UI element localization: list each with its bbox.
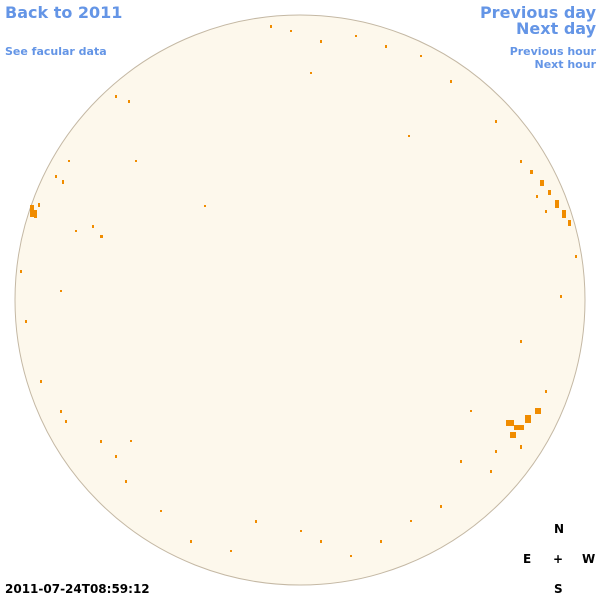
back-link[interactable]: Back to 2011	[5, 3, 123, 22]
compass-east: E	[523, 552, 532, 566]
solar-disk	[14, 14, 586, 586]
timestamp: 2011-07-24T08:59:12	[5, 582, 150, 596]
facular-specks	[20, 25, 577, 557]
next-hour-link[interactable]: Next hour	[534, 58, 597, 71]
previous-day-link[interactable]: Previous day	[479, 3, 596, 22]
compass-north: N	[554, 522, 565, 536]
compass-south: S	[554, 582, 563, 596]
compass-west: W	[582, 552, 596, 566]
compass-center: +	[553, 552, 564, 566]
facular-link[interactable]: See facular data	[5, 45, 107, 58]
previous-hour-link[interactable]: Previous hour	[509, 45, 596, 58]
next-day-link[interactable]: Next day	[516, 19, 596, 38]
